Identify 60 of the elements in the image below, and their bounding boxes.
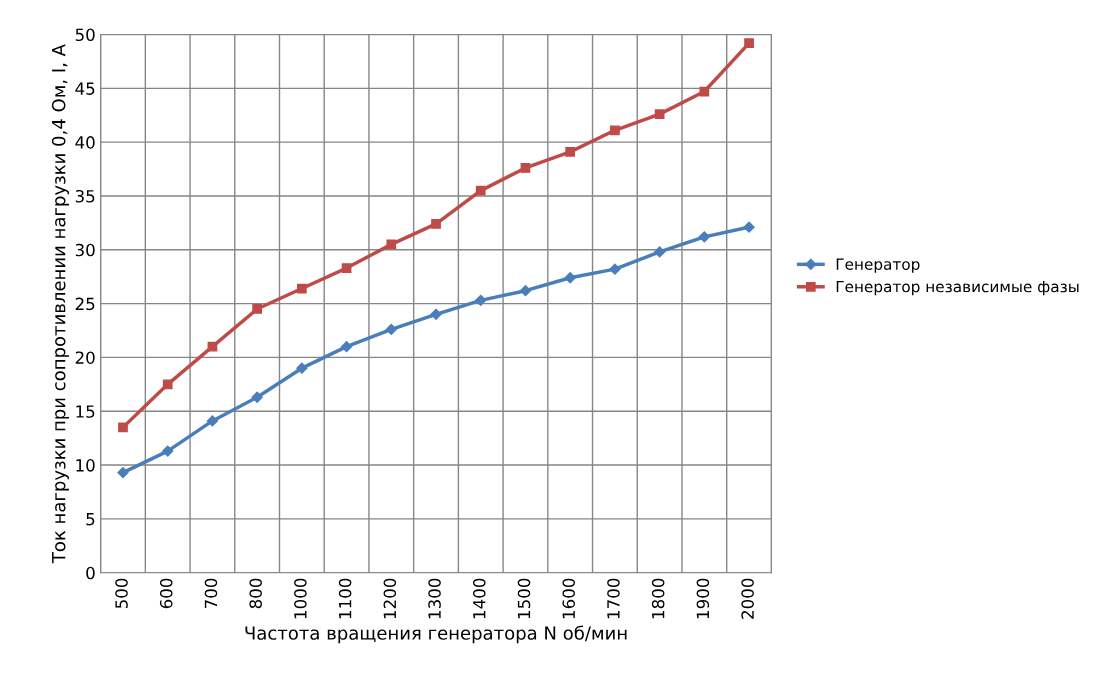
point [385, 323, 397, 336]
x-tick-label: 600 [159, 578, 173, 609]
x-tick-label: 700 [204, 578, 218, 609]
y-tick-label: 5 [86, 513, 95, 526]
x-tick-label: 800 [249, 578, 262, 609]
point [519, 285, 532, 297]
y-tick-label: 30 [75, 243, 95, 257]
point [162, 379, 173, 390]
x-tick-label: 500 [115, 578, 128, 609]
y-tick-label: 0 [86, 566, 95, 580]
y-tick-label: 25 [75, 297, 95, 311]
y-tick-label: 10 [76, 459, 95, 472]
point [565, 146, 576, 157]
x-tick-label: 1300 [428, 578, 441, 619]
x-tick-label: 1600 [562, 578, 576, 619]
point [296, 283, 307, 294]
point [386, 239, 397, 250]
point [296, 362, 308, 374]
point [654, 109, 665, 120]
x-tick-label: 1100 [338, 578, 352, 619]
point [162, 445, 174, 457]
point [431, 219, 441, 229]
point [654, 246, 666, 258]
point [699, 86, 710, 97]
y-tick-label: 40 [75, 136, 95, 149]
point [206, 415, 219, 427]
x-tick-label: 1200 [383, 578, 397, 619]
x-tick-label: 1500 [517, 578, 531, 619]
point [564, 272, 576, 284]
x-tick-label: 1400 [472, 578, 486, 619]
y-tick-label: 15 [76, 405, 95, 418]
point [117, 466, 129, 479]
point [743, 221, 755, 233]
x-tick-label: 1000 [294, 578, 307, 619]
x-tick-label: 2000 [741, 578, 754, 619]
point [475, 294, 487, 306]
point [520, 163, 531, 173]
point [610, 125, 620, 136]
x-tick-label: 1700 [607, 578, 620, 619]
y-tick-label: 50 [75, 28, 95, 42]
legend-label: Генератор [836, 258, 920, 273]
point [475, 185, 486, 196]
point [744, 38, 754, 48]
point [430, 308, 442, 320]
point [698, 231, 710, 243]
legend-label: Генератор независимые фазы [836, 280, 1079, 296]
y-tick-label: 20 [75, 351, 95, 364]
y-axis-title: Ток нагрузки при сопротивлении нагрузки 0,4 Ом, I, А [51, 44, 69, 564]
point [251, 391, 263, 403]
point [252, 304, 263, 314]
x-axis-title: Частота вращения генератора N об/мин [245, 625, 627, 644]
y-tick-label: 45 [75, 82, 95, 95]
point [340, 341, 353, 353]
point [118, 422, 128, 433]
y-tick-label: 35 [75, 189, 95, 203]
point [609, 263, 621, 275]
point [341, 263, 352, 273]
x-tick-label: 1800 [651, 578, 665, 619]
x-tick-label: 1900 [696, 578, 710, 619]
point [207, 341, 218, 352]
